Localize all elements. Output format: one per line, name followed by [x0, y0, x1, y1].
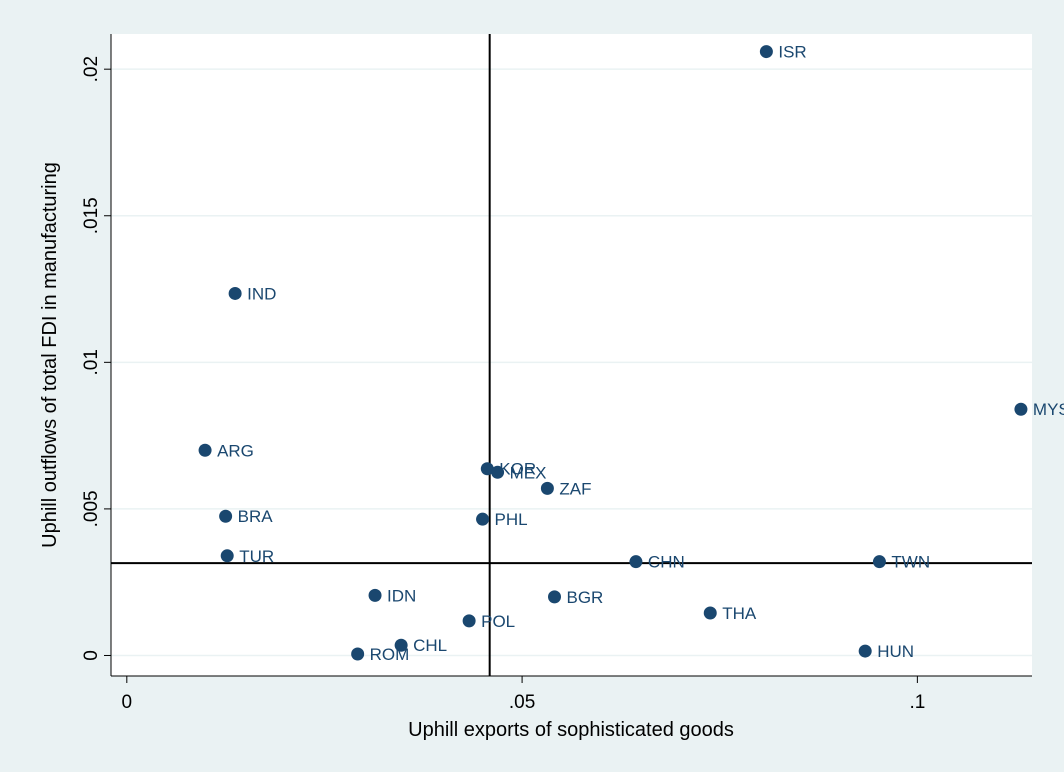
data-point [703, 606, 717, 620]
data-point [462, 614, 476, 628]
data-point [368, 588, 382, 602]
data-point [219, 509, 233, 523]
y-axis-title: Uphill outflows of total FDI in manufact… [39, 162, 61, 548]
y-tick-label: .005 [81, 490, 102, 527]
point-label: CHN [648, 553, 685, 572]
point-label: KOR [499, 460, 536, 479]
data-point [1014, 402, 1028, 416]
y-tick-label: 0 [81, 650, 102, 661]
point-label: THA [722, 604, 757, 623]
data-point [480, 462, 494, 476]
x-tick-label: 0 [122, 692, 133, 713]
data-point [872, 555, 886, 569]
data-point [394, 638, 408, 652]
data-point [491, 465, 505, 479]
y-tick-label: .02 [81, 56, 102, 82]
data-point [759, 45, 773, 59]
point-label: POL [481, 612, 515, 631]
ticks: 0 .005 .01 .015 .02 0 .05 .1 [81, 56, 925, 713]
point-label: ISR [778, 43, 806, 62]
y-tick-label: .01 [81, 349, 102, 375]
data-point [858, 644, 872, 658]
gridlines [111, 68, 1032, 657]
point-label: TWN [891, 553, 930, 572]
point-label: ZAF [559, 479, 591, 498]
data-point [629, 555, 643, 569]
x-axis-title: Uphill exports of sophisticated goods [408, 719, 734, 741]
point-label: MYS [1033, 400, 1064, 419]
x-tick-label: .1 [909, 692, 925, 713]
data-point [220, 549, 234, 563]
point-label: ROM [370, 645, 410, 664]
point-label: IND [247, 284, 276, 303]
point-label: TUR [239, 547, 274, 566]
axes [110, 34, 1032, 677]
data-point [540, 481, 554, 495]
point-label: IDN [387, 586, 416, 605]
data-point [476, 512, 490, 526]
data-point [548, 590, 562, 604]
point-label: ARG [217, 441, 254, 460]
point-label: CHL [413, 636, 447, 655]
x-tick-label: .05 [509, 692, 535, 713]
plot-area [111, 34, 1032, 676]
data-point [198, 443, 212, 457]
point-label: MEX [510, 463, 547, 482]
y-tick-label: .015 [81, 197, 102, 234]
point-label: HUN [877, 642, 914, 661]
point-label: PHL [495, 510, 528, 529]
data-point [351, 647, 365, 661]
point-label: BGR [567, 588, 604, 607]
point-label: BRA [238, 507, 274, 526]
data-point [228, 286, 242, 300]
